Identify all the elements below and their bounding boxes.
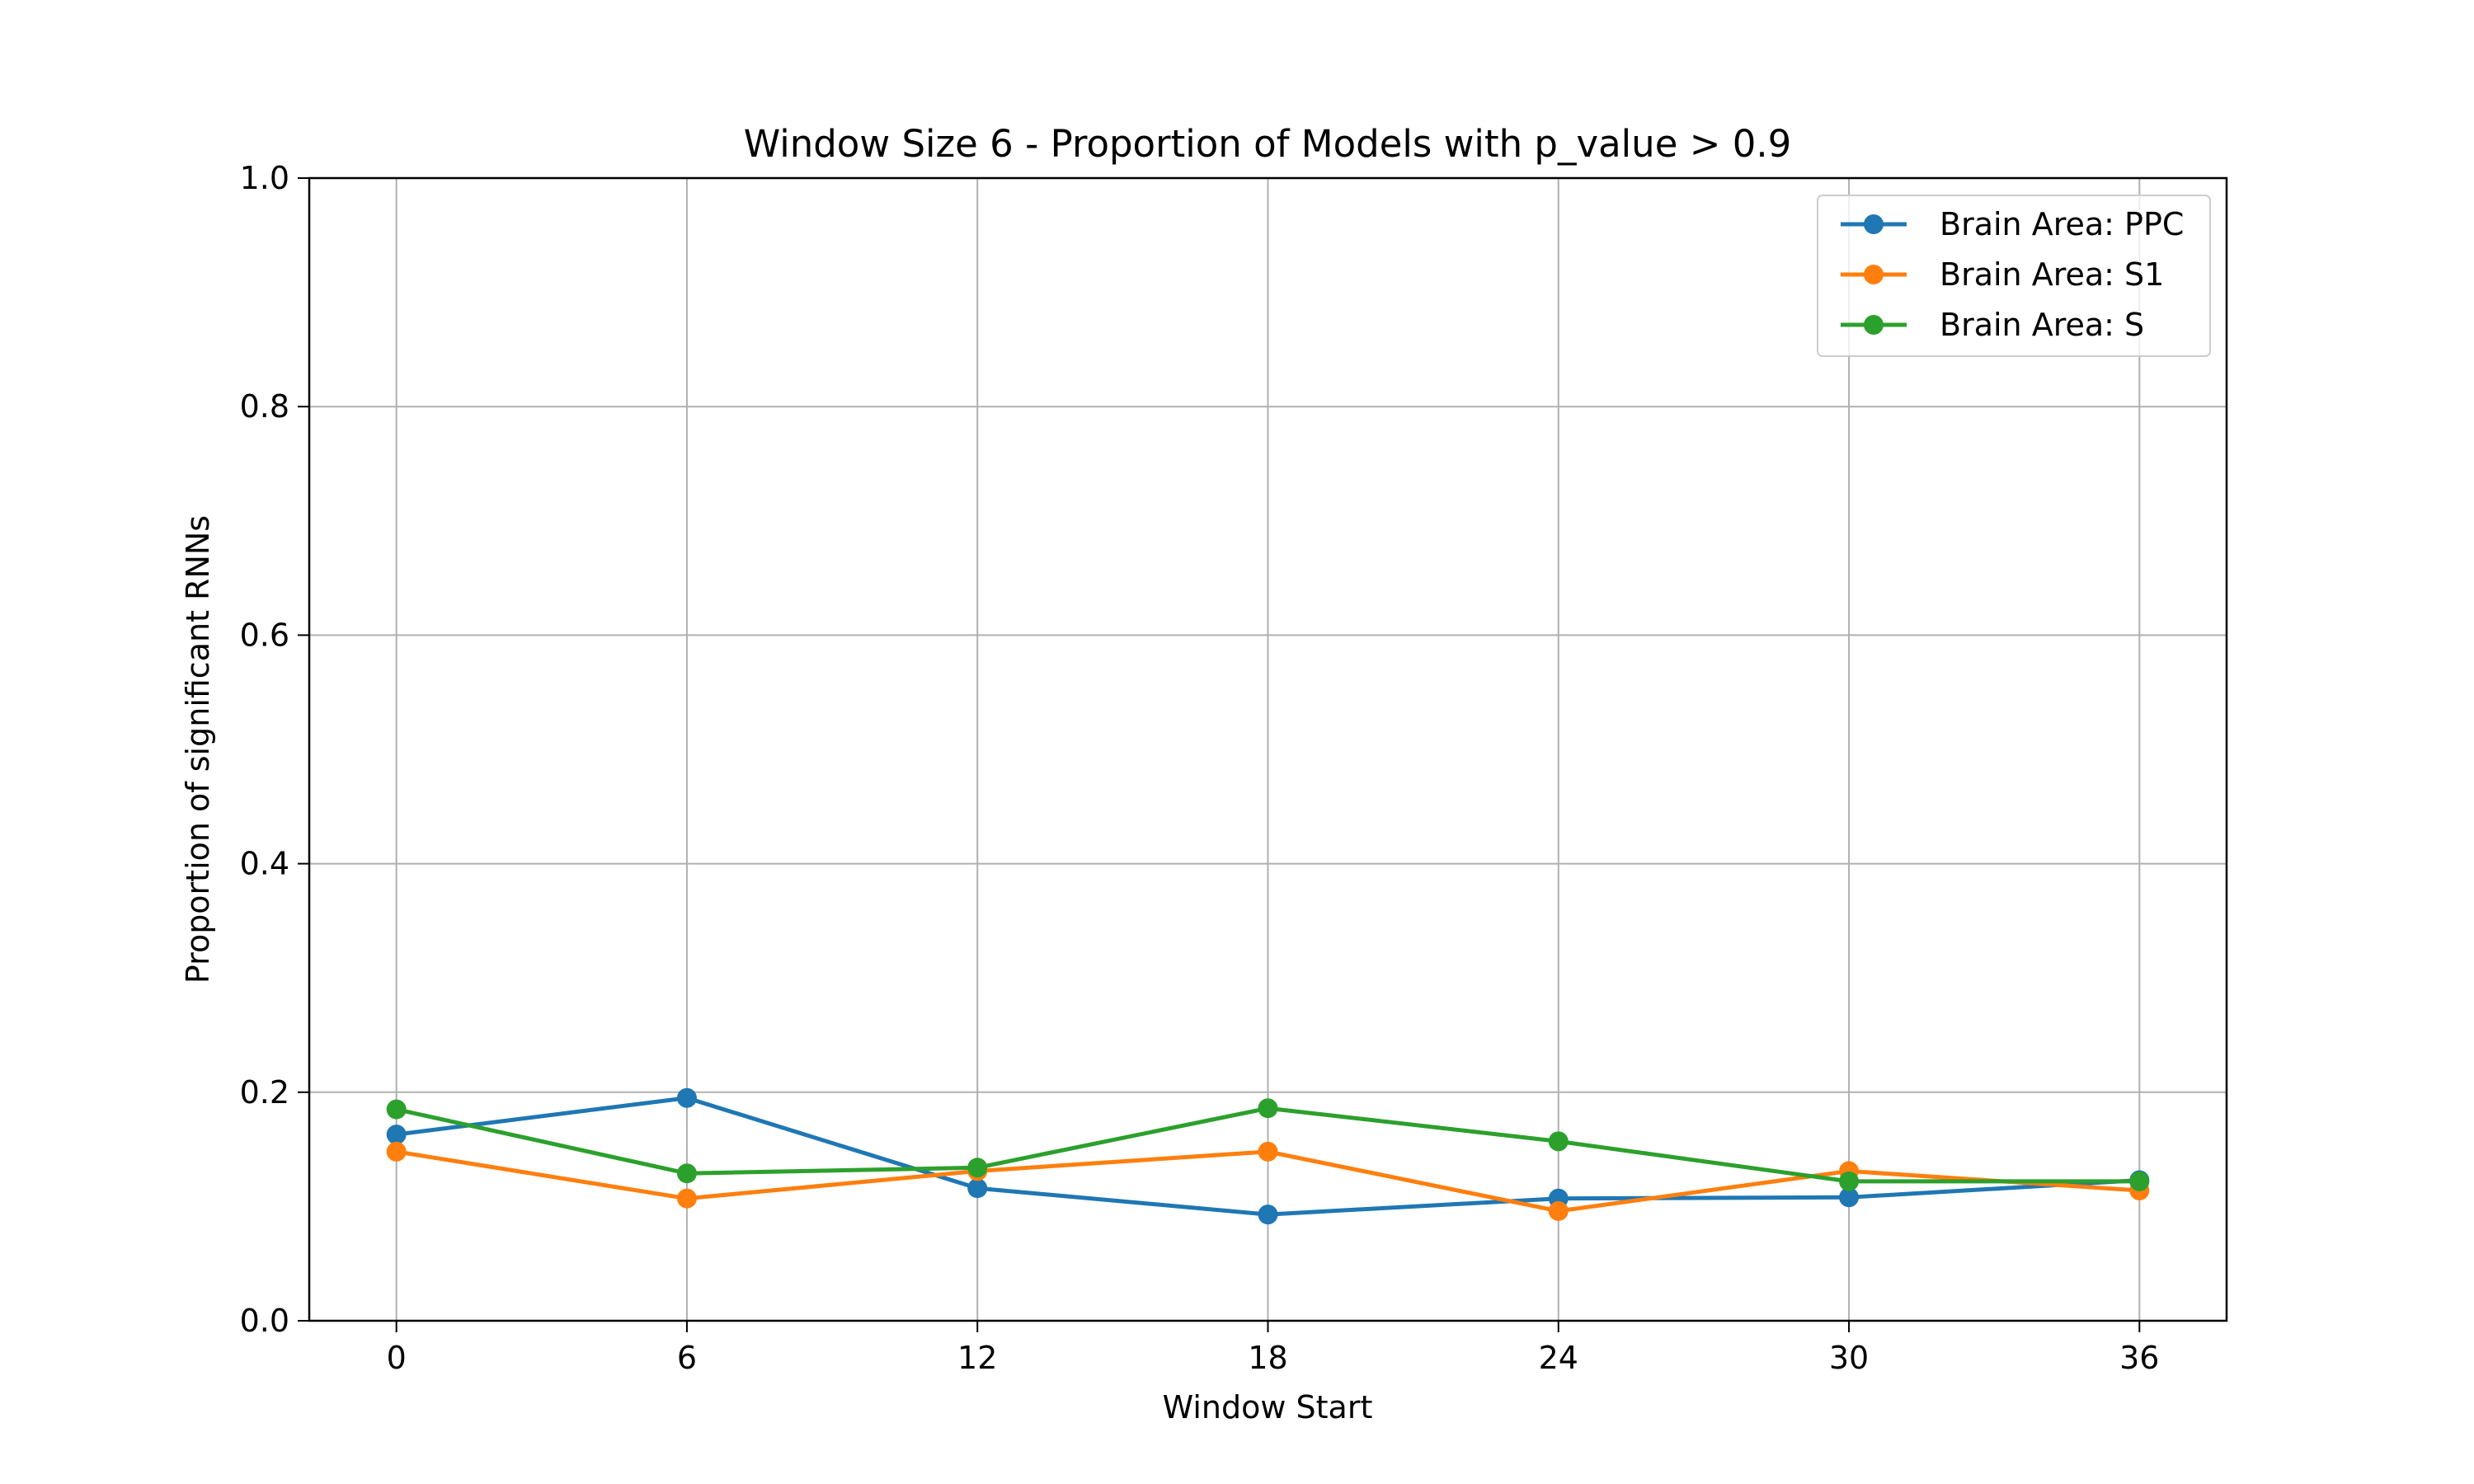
legend-marker: [1864, 214, 1884, 234]
data-point: [1839, 1187, 1860, 1208]
x-tick-label: 36: [2119, 1340, 2159, 1376]
axis-ticks: 0 6 12 18 24 30 36 0.0 0.2 0.4 0.6 0.8 1.0: [240, 160, 2160, 1376]
x-tick-label: 18: [1248, 1340, 1287, 1376]
data-point: [676, 1188, 697, 1209]
y-tick-label: 0.0: [240, 1303, 289, 1339]
data-point: [1258, 1141, 1278, 1162]
x-tick-label: 24: [1539, 1340, 1578, 1376]
data-point: [676, 1163, 697, 1184]
y-axis-label: Proportion of significant RNNs: [180, 515, 216, 984]
data-point: [1548, 1200, 1569, 1221]
data-point: [967, 1158, 988, 1178]
plot-lines: [386, 1087, 2150, 1225]
y-tick-label: 0.4: [240, 846, 289, 882]
legend-label: Brain Area: S: [1940, 307, 2144, 343]
y-tick-label: 0.2: [240, 1074, 289, 1111]
chart-title: Window Size 6 - Proportion of Models wit…: [744, 122, 1792, 166]
legend-marker: [1864, 315, 1884, 335]
legend-entry: Brain Area: S: [1841, 307, 2144, 343]
data-point: [1258, 1098, 1278, 1119]
x-tick-label: 6: [677, 1340, 697, 1376]
legend-entry: Brain Area: PPC: [1841, 206, 2184, 242]
x-tick-label: 0: [387, 1340, 407, 1376]
legend-label: Brain Area: PPC: [1940, 206, 2184, 242]
legend-label: Brain Area: S1: [1940, 256, 2164, 293]
x-tick-label: 30: [1829, 1340, 1869, 1376]
y-tick-label: 1.0: [240, 160, 289, 196]
data-point: [386, 1099, 407, 1120]
data-point: [676, 1087, 697, 1108]
legend-marker: [1864, 265, 1884, 284]
x-tick-label: 12: [957, 1340, 997, 1376]
legend-entry: Brain Area: S1: [1841, 256, 2164, 293]
data-point: [386, 1141, 407, 1162]
legend: Brain Area: PPC Brain Area: S1 Brain Area:…: [1817, 195, 2211, 357]
series-0: [386, 1087, 2150, 1225]
y-tick-label: 0.8: [240, 388, 289, 425]
data-point: [386, 1125, 407, 1145]
data-point: [1258, 1205, 1278, 1225]
series-2: [386, 1098, 2150, 1191]
data-point: [967, 1178, 988, 1199]
data-point: [1839, 1171, 1860, 1191]
legend-box: [1817, 195, 2211, 357]
data-point: [2129, 1171, 2150, 1191]
data-point: [1548, 1131, 1569, 1152]
x-axis-label: Window Start: [1163, 1389, 1373, 1425]
y-tick-label: 0.6: [240, 617, 289, 653]
